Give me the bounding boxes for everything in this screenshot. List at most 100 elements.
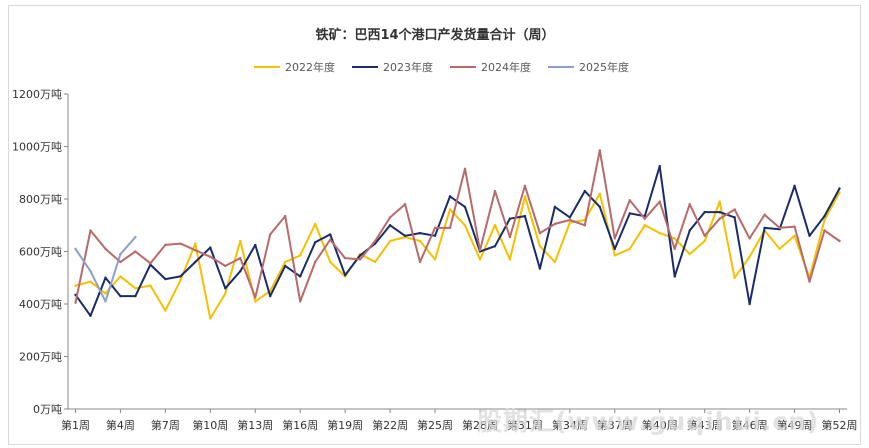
x-tick-label: 第49周 bbox=[777, 418, 813, 432]
data-point bbox=[343, 256, 347, 260]
data-point bbox=[418, 239, 422, 243]
data-point bbox=[523, 184, 527, 188]
data-point bbox=[74, 284, 77, 287]
data-point bbox=[164, 277, 167, 281]
data-point bbox=[388, 239, 392, 243]
data-point bbox=[613, 237, 616, 240]
x-tick-label: 第7周 bbox=[151, 418, 180, 432]
x-tick-label: 第4周 bbox=[106, 418, 135, 432]
x-tick-label: 第16周 bbox=[282, 418, 318, 432]
x-tick-label: 第19周 bbox=[327, 418, 363, 432]
y-tick-label: 1200万吨 bbox=[12, 88, 62, 101]
data-point bbox=[209, 255, 212, 258]
data-point bbox=[583, 224, 587, 227]
x-tick-label: 第43周 bbox=[687, 418, 723, 432]
data-point bbox=[463, 205, 467, 209]
data-point bbox=[658, 231, 661, 235]
data-point bbox=[358, 254, 362, 257]
y-axis: 0万吨 200万吨 400万吨 600万吨 800万吨 1000万吨 1200万吨 bbox=[12, 88, 69, 416]
chart-title: 铁矿：巴西14个港口产发货量合计（周） bbox=[314, 27, 554, 43]
data-point bbox=[194, 242, 197, 245]
data-point bbox=[658, 164, 661, 168]
data-point bbox=[808, 234, 811, 237]
data-point bbox=[358, 258, 362, 261]
data-point bbox=[643, 217, 646, 220]
data-point bbox=[179, 279, 182, 282]
data-point bbox=[658, 200, 661, 203]
data-point bbox=[164, 309, 167, 312]
data-point bbox=[568, 221, 572, 224]
data-point bbox=[373, 260, 377, 264]
data-point bbox=[688, 203, 691, 206]
data-point bbox=[104, 276, 107, 279]
data-point bbox=[778, 247, 781, 251]
data-point bbox=[613, 247, 616, 251]
data-point bbox=[508, 258, 512, 261]
data-point bbox=[418, 231, 422, 235]
data-point bbox=[284, 260, 287, 264]
data-point bbox=[313, 222, 317, 226]
data-point bbox=[523, 214, 527, 218]
data-point bbox=[403, 203, 407, 206]
data-point bbox=[209, 317, 212, 320]
data-point bbox=[448, 226, 452, 230]
x-tick-label: 第52周 bbox=[822, 418, 858, 432]
data-point bbox=[538, 245, 542, 248]
data-point bbox=[134, 235, 137, 239]
x-tick-label: 第13周 bbox=[237, 418, 273, 432]
y-tick-label: 200万吨 bbox=[19, 351, 62, 364]
data-point bbox=[149, 262, 152, 265]
data-point bbox=[553, 222, 557, 226]
data-point bbox=[673, 237, 676, 240]
data-point bbox=[718, 200, 721, 203]
data-point bbox=[254, 300, 257, 303]
legend-label: 2024年度 bbox=[481, 60, 531, 74]
watermark: 股期汇(www.guqihui.cn) bbox=[477, 407, 820, 436]
data-point bbox=[808, 280, 811, 283]
data-point bbox=[433, 258, 437, 261]
data-point bbox=[299, 254, 302, 257]
data-point bbox=[119, 260, 122, 264]
x-tick-label: 第1周 bbox=[61, 418, 90, 432]
data-point bbox=[373, 239, 377, 243]
data-point bbox=[793, 184, 796, 188]
x-tick-label: 第25周 bbox=[417, 418, 453, 432]
data-point bbox=[388, 216, 392, 219]
x-tick-label: 第46周 bbox=[732, 418, 768, 432]
data-point bbox=[149, 284, 152, 287]
y-tick-label: 0万吨 bbox=[33, 403, 62, 416]
data-point bbox=[748, 255, 751, 258]
data-point bbox=[209, 246, 212, 249]
data-point bbox=[89, 229, 92, 232]
data-point bbox=[703, 234, 706, 237]
data-point bbox=[493, 189, 497, 193]
data-point bbox=[89, 314, 92, 318]
x-tick-label: 第40周 bbox=[642, 418, 678, 432]
data-point bbox=[119, 275, 122, 278]
legend-label: 2023年度 bbox=[383, 60, 433, 74]
data-point bbox=[224, 287, 227, 290]
data-point bbox=[269, 233, 272, 236]
data-point bbox=[673, 275, 676, 278]
data-point bbox=[448, 195, 452, 198]
data-point bbox=[508, 235, 512, 239]
data-point bbox=[703, 239, 706, 243]
data-point bbox=[553, 205, 557, 209]
data-point bbox=[718, 217, 721, 220]
data-point bbox=[688, 229, 691, 232]
data-point bbox=[239, 269, 242, 273]
data-point bbox=[239, 239, 242, 243]
data-point bbox=[254, 296, 257, 299]
data-point bbox=[718, 210, 721, 214]
data-point bbox=[568, 216, 572, 219]
legend-label: 2022年度 bbox=[285, 60, 335, 74]
data-point bbox=[239, 256, 242, 260]
y-tick-label: 800万吨 bbox=[19, 193, 62, 206]
data-point bbox=[688, 252, 691, 256]
data-point bbox=[89, 269, 92, 273]
series-line-2024年度 bbox=[74, 149, 841, 303]
data-point bbox=[628, 199, 631, 202]
data-point bbox=[418, 260, 422, 264]
data-point bbox=[134, 287, 137, 290]
x-tick-label: 第22周 bbox=[372, 418, 408, 432]
